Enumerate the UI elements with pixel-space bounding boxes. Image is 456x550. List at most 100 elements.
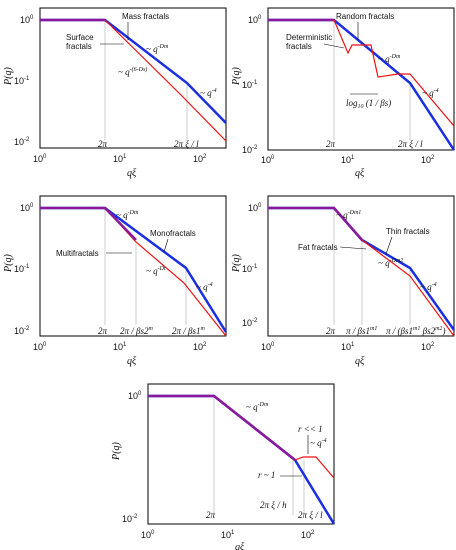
label-monofractals: Monofractals	[150, 229, 196, 238]
overlap-segment	[268, 206, 363, 241]
y-axis-label: P(q)	[231, 67, 242, 86]
x-tick-0: 100	[33, 154, 47, 164]
arrow-fat	[339, 246, 367, 250]
plot-frame	[39, 195, 227, 337]
y-axis-label: P(q)	[231, 254, 242, 273]
label-log-beta: log10 (1 / βs)	[346, 98, 391, 110]
x-tick-0: 100	[141, 530, 155, 540]
x-tick-1: 101	[113, 342, 127, 352]
label-slope-dm: ~ q-Dm	[116, 210, 139, 220]
label-surface-fractals-2: fractals	[66, 42, 92, 51]
plot-frame	[267, 7, 455, 151]
label-slope-ds: ~ q-(6-Ds)	[118, 66, 147, 77]
label-beta2: 2π / βs2m	[120, 326, 154, 336]
label-slope-dm: ~ q-Dm	[378, 54, 401, 64]
x-tick-0: 100	[261, 342, 275, 352]
y-tick-0: 100	[20, 203, 34, 213]
x-tick-2: 102	[193, 342, 207, 352]
label-slope-dt: ~ q-Dt	[146, 266, 166, 276]
label-2pi-xi-h: 2π ξ / h	[260, 500, 287, 510]
x-tick-2: 102	[301, 530, 315, 540]
y-tick-2: 10-2	[242, 318, 258, 328]
label-slope-dm: ~ q-Dm	[246, 402, 269, 412]
panel-4: 100 10-1 10-2 100 101 102 qξ P(q) ~ q-Dm…	[231, 195, 456, 367]
label-slope-dm2: ~ q-Dm2	[378, 258, 403, 268]
y-axis-label: P(q)	[3, 254, 14, 273]
label-mass-fractals: Mass fractals	[122, 12, 169, 21]
label-2pi-xi-l: 2π ξ / l	[174, 139, 199, 149]
label-r-approx: r ~ 1	[258, 470, 275, 480]
x-tick-2: 102	[421, 342, 435, 352]
label-slope-4: ~ q-4	[422, 87, 439, 98]
label-2pi: 2π	[326, 326, 336, 336]
label-surface-fractals-1: Surface	[66, 33, 94, 42]
x-axis-label: qξ	[355, 168, 365, 179]
x-axis-label: qξ	[355, 356, 365, 367]
plot-frame	[267, 195, 455, 337]
red-curve	[268, 19, 455, 127]
plot-frame	[147, 383, 335, 525]
overlap-segment	[148, 394, 296, 461]
label-2pi: 2π	[98, 139, 108, 149]
label-beta1: π / βs1m1	[346, 326, 377, 336]
label-slope-4: ~ q-4	[310, 437, 327, 448]
x-tick-0: 100	[33, 342, 47, 352]
overlap-segment	[40, 206, 137, 241]
x-axis-label: qξ	[127, 356, 137, 367]
plot-frame	[39, 7, 227, 149]
x-tick-1: 101	[113, 154, 127, 164]
label-slope-dm: ~ q-Dm	[146, 44, 169, 54]
panel-1: 100 10-1 10-2 100 101 102 qξ P(q) Mass f…	[3, 7, 227, 179]
y-tick-0: 100	[128, 391, 142, 401]
y-axis-label: P(q)	[111, 442, 122, 461]
x-tick-0: 100	[261, 155, 275, 165]
label-thin-fractals: Thin fractals	[386, 227, 430, 236]
panel-5: 100 10-2 100 101 102 qξ P(q) ~ q-Dm r <<…	[111, 383, 336, 550]
blue-curve	[40, 206, 228, 333]
label-2pi: 2π	[326, 139, 336, 149]
label-multifractals: Multifractals	[56, 249, 99, 258]
label-slope-4: ~ q-4	[200, 87, 217, 98]
red-curve	[148, 395, 335, 479]
label-deterministic-2: fractals	[286, 42, 312, 51]
label-slope-4: ~ q-4	[196, 281, 213, 292]
label-deterministic-1: Deterministic	[286, 33, 332, 42]
y-tick-1: 10-1	[14, 76, 30, 86]
y-tick-0: 100	[20, 15, 34, 25]
y-tick-0: 100	[248, 15, 262, 25]
label-beta12: π / (βs1m1 βs2m2)	[386, 326, 445, 336]
x-tick-1: 101	[221, 530, 235, 540]
x-axis-label: qξ	[127, 168, 137, 179]
y-tick-1: 10-1	[242, 80, 258, 90]
x-tick-2: 102	[193, 154, 207, 164]
panel-2: 100 10-1 10-2 100 101 102 qξ P(q) Random…	[231, 7, 456, 179]
arrow-deterministic	[323, 43, 345, 49]
x-tick-2: 102	[421, 155, 435, 165]
label-beta1: 2π / βs1m	[172, 326, 206, 336]
arrow-mono	[163, 238, 169, 253]
y-tick-2: 10-2	[14, 137, 30, 147]
x-axis-label: qξ	[235, 542, 245, 550]
y-tick-0: 100	[248, 203, 262, 213]
x-tick-1: 101	[341, 155, 355, 165]
panel-3: 100 10-1 10-2 100 101 102 qξ P(q) ~ q-Dm…	[3, 195, 228, 367]
y-tick-2: 10-2	[122, 514, 138, 524]
label-2pi: 2π	[98, 326, 108, 336]
label-2pi: 2π	[206, 510, 216, 520]
y-axis-label: P(q)	[3, 67, 14, 86]
label-r-much-less: r << 1	[298, 424, 323, 434]
blue-curve	[148, 394, 336, 525]
y-tick-1: 10-1	[14, 264, 30, 274]
label-fat-fractals: Fat fractals	[298, 243, 338, 252]
arrow-thin	[385, 236, 393, 255]
y-tick-1: 10-1	[242, 264, 258, 274]
label-random-fractals: Random fractals	[336, 12, 394, 21]
label-2pi-xi-l: 2π ξ / l	[398, 139, 423, 149]
label-2pi-xi-l: 2π ξ / l	[298, 510, 323, 520]
y-tick-2: 10-2	[242, 145, 258, 155]
y-tick-2: 10-2	[14, 326, 30, 336]
x-tick-1: 101	[341, 342, 355, 352]
label-slope-dm1: ~ q-Dm1	[336, 210, 361, 220]
label-slope-4: ~ q-4	[420, 281, 437, 292]
